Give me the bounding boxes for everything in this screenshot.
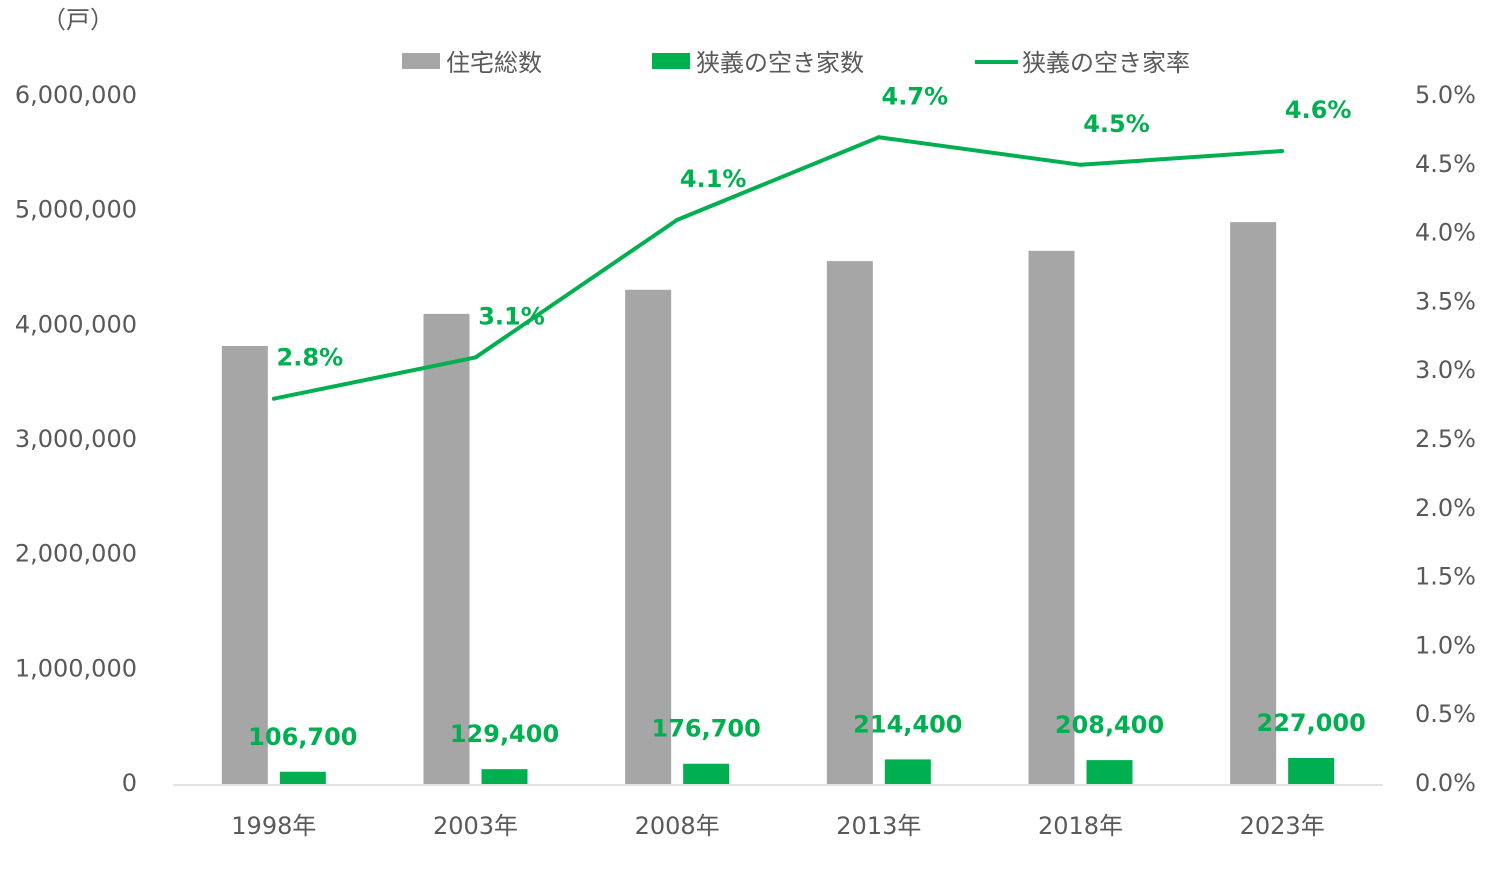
rate-line-point — [675, 217, 680, 222]
bar-vacant-houses — [1086, 760, 1133, 784]
x-axis-category-label: 2023年 — [1240, 812, 1325, 840]
right-axis-tick-label: 3.0% — [1415, 356, 1476, 384]
legend-swatch-total — [402, 53, 440, 69]
right-axis-tick-label: 0.0% — [1415, 769, 1476, 797]
right-axis-tick-label: 4.0% — [1415, 219, 1476, 247]
right-axis-tick-label: 2.5% — [1415, 425, 1476, 453]
legend-label-rate: 狭義の空き家率 — [1022, 49, 1190, 77]
right-axis-tick-label: 4.5% — [1415, 150, 1476, 178]
bar-vacant-houses — [1288, 757, 1335, 784]
rate-line-point — [271, 396, 276, 401]
left-axis-tick-label: 3,000,000 — [15, 425, 137, 453]
x-axis-category-label: 2003年 — [433, 812, 518, 840]
bar-vacant-houses — [481, 769, 528, 784]
right-axis-tick-label: 0.5% — [1415, 700, 1476, 728]
legend-swatch-vacant — [652, 53, 690, 69]
rate-line-point — [1280, 149, 1285, 154]
bar-vacant-houses — [884, 759, 931, 784]
rate-line-point — [1078, 162, 1083, 167]
left-axis-tick-label: 2,000,000 — [15, 540, 137, 568]
rate-data-label: 2.8% — [277, 344, 344, 372]
bar-total-housing — [1028, 250, 1075, 785]
left-axis-tick-label: 1,000,000 — [15, 654, 137, 682]
right-axis-tick-label: 2.0% — [1415, 494, 1476, 522]
bar-total-housing — [1230, 222, 1277, 785]
x-axis-category-label: 2013年 — [836, 812, 921, 840]
right-axis-tick-label: 1.0% — [1415, 631, 1476, 659]
legend-label-vacant: 狭義の空き家数 — [696, 49, 864, 77]
rate-line-point — [876, 135, 881, 140]
x-axis-category-label: 1998年 — [231, 812, 316, 840]
bar-vacant-houses — [683, 763, 730, 784]
vacant-count-data-label: 106,700 — [248, 723, 357, 751]
vacant-count-data-label: 176,700 — [652, 715, 761, 743]
bars — [221, 222, 1335, 785]
vacant-count-data-label: 227,000 — [1257, 709, 1366, 737]
right-axis-tick-label: 1.5% — [1415, 563, 1476, 591]
vacant-count-data-label: 214,400 — [853, 710, 962, 738]
right-axis-tick-label: 5.0% — [1415, 81, 1476, 109]
x-axis-category-label: 2018年 — [1038, 812, 1123, 840]
rate-data-label: 4.6% — [1285, 96, 1352, 124]
left-axis-tick-label: 6,000,000 — [15, 81, 137, 109]
rate-line-path — [273, 135, 1283, 401]
bar-total-housing — [221, 345, 268, 784]
legend-label-total: 住宅総数 — [446, 49, 542, 77]
bar-total-housing — [826, 261, 873, 784]
bar-total-housing — [423, 313, 470, 784]
legend: 住宅総数 狭義の空き家数 狭義の空き家率 — [402, 49, 1190, 77]
left-axis-tick-label: 0 — [122, 769, 137, 797]
left-axis-unit-label: （戸） — [42, 6, 114, 34]
rate-data-label: 4.7% — [882, 82, 949, 110]
data-labels: 106,700 129,400 176,700 214,400 208,400 227,0… — [248, 82, 1366, 750]
rate-line — [271, 135, 1285, 401]
x-axis-category-label: 2008年 — [635, 812, 720, 840]
axes: 0 1,000,000 2,000,000 3,000,000 4,000,000 5,0… — [15, 81, 1476, 840]
left-axis-tick-label: 5,000,000 — [15, 196, 137, 224]
rate-data-label: 4.1% — [680, 165, 747, 193]
bar-vacant-houses — [279, 771, 326, 784]
right-axis-tick-label: 3.5% — [1415, 287, 1476, 315]
rate-line-point — [473, 355, 478, 360]
bar-total-housing — [625, 289, 672, 784]
left-axis-tick-label: 4,000,000 — [15, 310, 137, 338]
rate-data-label: 3.1% — [478, 302, 545, 330]
rate-data-label: 4.5% — [1083, 110, 1150, 138]
vacant-count-data-label: 208,400 — [1055, 711, 1164, 739]
vacant-count-data-label: 129,400 — [450, 720, 559, 748]
